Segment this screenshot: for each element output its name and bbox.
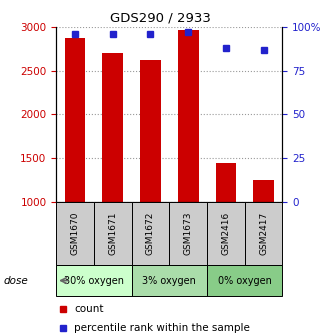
Text: GSM2417: GSM2417 <box>259 212 268 255</box>
Bar <box>94 202 132 265</box>
Text: dose: dose <box>3 276 28 286</box>
Bar <box>140 60 161 202</box>
Bar <box>207 202 245 265</box>
Text: GSM1670: GSM1670 <box>71 212 80 255</box>
Text: percentile rank within the sample: percentile rank within the sample <box>74 323 250 333</box>
Text: 30% oxygen: 30% oxygen <box>64 276 124 286</box>
Bar <box>245 202 282 265</box>
Bar <box>132 265 207 296</box>
Text: GSM2416: GSM2416 <box>221 212 230 255</box>
Bar <box>102 53 123 202</box>
Text: GSM1673: GSM1673 <box>184 212 193 255</box>
Text: GSM1672: GSM1672 <box>146 212 155 255</box>
Bar <box>56 265 132 296</box>
Text: 3% oxygen: 3% oxygen <box>143 276 196 286</box>
Text: count: count <box>74 304 104 314</box>
Bar <box>178 30 199 202</box>
Text: GDS290 / 2933: GDS290 / 2933 <box>110 12 211 25</box>
Bar <box>253 180 274 202</box>
Bar <box>132 202 169 265</box>
Bar <box>215 163 236 202</box>
Bar <box>207 265 282 296</box>
Text: GSM1671: GSM1671 <box>108 212 117 255</box>
Bar <box>65 38 85 202</box>
Bar <box>169 202 207 265</box>
Text: 0% oxygen: 0% oxygen <box>218 276 272 286</box>
Bar <box>56 202 94 265</box>
